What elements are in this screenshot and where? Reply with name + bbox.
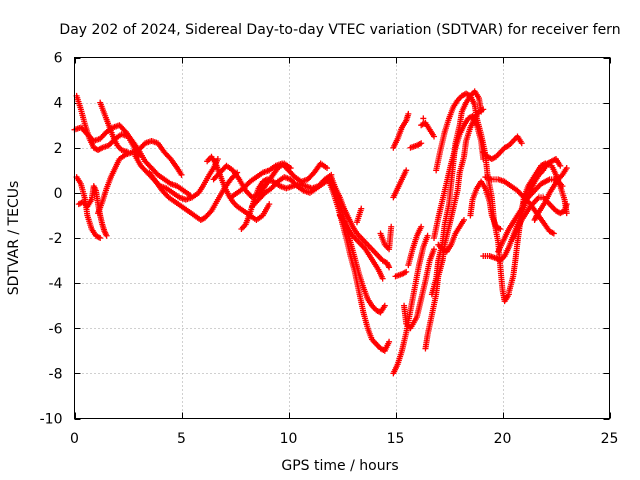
data-track [377, 223, 395, 253]
plus-markers [390, 110, 412, 151]
data-track [390, 167, 410, 201]
plus-markers [531, 165, 570, 223]
data-track [405, 223, 425, 269]
data-track [95, 137, 185, 217]
data-track [467, 178, 504, 232]
plus-markers [510, 194, 570, 241]
y-tick-label: 4 [54, 96, 63, 112]
y-tick-label: -4 [49, 276, 63, 292]
data-track [227, 160, 331, 201]
y-tick-label: -2 [49, 231, 63, 247]
plus-markers [328, 174, 393, 271]
plot-frame [74, 57, 610, 419]
plus-markers [392, 268, 410, 280]
plus-markers [95, 137, 185, 217]
chart-title: Day 202 of 2024, Sidereal Day-to-day VTE… [59, 22, 620, 38]
y-tick-label: -8 [49, 366, 63, 382]
plus-markers [405, 223, 425, 269]
y-tick-labels: -10 -8 -6 -4 -2 0 2 4 6 [40, 51, 63, 428]
x-tick-labels: 0 5 10 15 20 25 [70, 431, 618, 447]
data-track [328, 174, 393, 271]
data-track [73, 92, 142, 160]
data-track [431, 113, 487, 241]
y-tick-label: -6 [49, 321, 63, 337]
data-track [531, 165, 570, 223]
data-track [401, 246, 438, 332]
y-axis-label: SDTVAR / TECUs [6, 181, 22, 296]
data-points [71, 88, 570, 377]
plus-markers [431, 113, 487, 241]
data-track [146, 169, 241, 223]
data-track [407, 140, 425, 151]
x-tick-label: 5 [177, 431, 186, 447]
y-tick-label: -10 [40, 412, 63, 428]
data-track [390, 110, 412, 151]
grid-lines [74, 57, 610, 419]
plus-markers [390, 232, 431, 377]
data-track [422, 106, 487, 352]
data-track [510, 194, 570, 241]
plus-markers [97, 99, 131, 156]
plus-markers [420, 115, 427, 122]
data-track [480, 133, 525, 163]
plus-markers [480, 133, 525, 163]
plus-markers [377, 223, 395, 253]
data-track [418, 119, 438, 140]
plus-markers [146, 169, 241, 223]
plus-markers [467, 178, 504, 232]
plus-markers [227, 160, 331, 201]
data-track [353, 205, 365, 226]
axis-ticks [74, 57, 611, 420]
data-track [97, 99, 131, 156]
data-track [420, 115, 427, 122]
plus-markers [435, 216, 467, 255]
x-tick-label: 15 [387, 431, 405, 447]
plus-markers [422, 106, 487, 352]
data-track [482, 174, 557, 237]
plus-markers [407, 140, 425, 151]
plus-markers [390, 167, 410, 201]
plus-markers [401, 246, 438, 332]
data-track [336, 212, 386, 282]
plus-markers [418, 119, 438, 140]
data-track [392, 268, 410, 280]
plus-markers [353, 205, 365, 226]
x-axis-label: GPS time / hours [281, 458, 398, 474]
data-track [390, 232, 431, 377]
x-tick-label: 20 [494, 431, 512, 447]
y-tick-label: 6 [54, 51, 63, 67]
y-tick-label: 2 [54, 141, 63, 157]
plus-markers [482, 174, 557, 237]
x-tick-label: 25 [601, 431, 619, 447]
x-tick-label: 0 [70, 431, 79, 447]
y-tick-label: 0 [54, 186, 63, 202]
plus-markers [336, 212, 386, 282]
plus-markers [73, 92, 142, 160]
data-track [435, 216, 467, 255]
x-tick-label: 10 [280, 431, 298, 447]
